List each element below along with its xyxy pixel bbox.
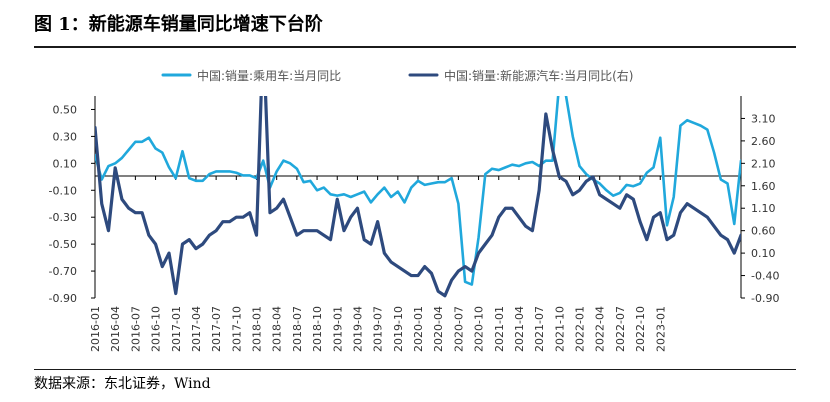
x-tick-label: 2021-10 bbox=[553, 306, 566, 352]
x-tick-label: 2021-04 bbox=[513, 306, 526, 352]
x-tick-label: 2020-07 bbox=[452, 306, 465, 352]
x-tick-label: 2021-01 bbox=[493, 306, 506, 352]
x-tick-label: 2016-04 bbox=[109, 306, 122, 352]
x-tick-label: 2020-01 bbox=[412, 306, 425, 352]
x-tick-label: 2017-04 bbox=[190, 306, 203, 352]
title-rule bbox=[34, 46, 796, 48]
right-tick-label: 1.10 bbox=[751, 202, 776, 215]
x-tick-label: 2018-01 bbox=[251, 306, 264, 352]
chart-legend: 中国:销量:乘用车:当月同比 中国:销量:新能源汽车:当月同比(右) bbox=[161, 68, 634, 83]
legend-label: 中国:销量:乘用车:当月同比 bbox=[197, 68, 341, 83]
right-tick-label: 0.10 bbox=[751, 247, 776, 260]
x-tick-label: 2017-10 bbox=[230, 306, 243, 352]
x-tick-label: 2023-01 bbox=[654, 306, 667, 352]
right-tick-label: 2.60 bbox=[751, 135, 776, 148]
x-tick-label: 2017-07 bbox=[210, 306, 223, 352]
right-tick-label: 3.10 bbox=[751, 112, 776, 125]
footer-rule bbox=[34, 369, 796, 370]
x-tick-label: 2021-07 bbox=[533, 306, 546, 352]
left-tick-label: -0.50 bbox=[49, 238, 77, 251]
chart-title: 图 1：新能源车销量同比增速下台阶 bbox=[34, 14, 323, 35]
x-tick-label: 2022-01 bbox=[574, 306, 587, 352]
left-tick-label: -0.10 bbox=[49, 184, 77, 197]
x-tick-label: 2019-01 bbox=[331, 306, 344, 352]
source-label: 数据来源： bbox=[34, 376, 104, 392]
source-value: 东北证券，Wind bbox=[104, 376, 211, 392]
right-tick-label: -0.90 bbox=[751, 292, 779, 305]
right-tick-label: -0.40 bbox=[751, 270, 779, 283]
x-tick-label: 2016-10 bbox=[150, 306, 163, 352]
left-tick-label: -0.30 bbox=[49, 211, 77, 224]
left-tick-label: 0.10 bbox=[53, 157, 78, 170]
x-tick-label: 2019-04 bbox=[351, 306, 364, 352]
left-tick-label: 0.50 bbox=[53, 103, 78, 116]
x-tick-label: 2018-04 bbox=[271, 306, 284, 352]
right-tick-label: 2.10 bbox=[751, 157, 776, 170]
x-tick-label: 2020-04 bbox=[432, 306, 445, 352]
x-tick-label: 2018-10 bbox=[311, 306, 324, 352]
x-tick-label: 2022-10 bbox=[634, 306, 647, 352]
left-tick-label: 0.30 bbox=[53, 130, 78, 143]
left-tick-label: -0.90 bbox=[49, 292, 77, 305]
x-tick-label: 2022-07 bbox=[614, 306, 627, 352]
x-tick-label: 2018-07 bbox=[291, 306, 304, 352]
right-tick-label: 1.60 bbox=[751, 180, 776, 193]
x-tick-label: 2017-01 bbox=[170, 306, 183, 352]
x-tick-label: 2016-01 bbox=[89, 306, 102, 352]
x-tick-label: 2019-10 bbox=[392, 306, 405, 352]
data-source: 数据来源：东北证券，Wind bbox=[34, 372, 211, 396]
axes: 0.50 0.30 0.10 -0.10 -0.30 -0.50 -0.70 -0.90 3.1… bbox=[49, 96, 779, 352]
x-tick-label: 2020-10 bbox=[473, 306, 486, 352]
left-tick-label: -0.70 bbox=[49, 265, 77, 278]
legend-label: 中国:销量:新能源汽车:当月同比(右) bbox=[444, 68, 634, 83]
series-lines bbox=[95, 96, 741, 298]
right-tick-label: 0.60 bbox=[751, 225, 776, 238]
x-tick-label: 2019-07 bbox=[372, 306, 385, 352]
x-tick-label: 2016-07 bbox=[129, 306, 142, 352]
series-line-nev bbox=[95, 96, 741, 298]
series-line-passenger bbox=[95, 96, 741, 286]
x-tick-label: 2022-04 bbox=[594, 306, 607, 352]
